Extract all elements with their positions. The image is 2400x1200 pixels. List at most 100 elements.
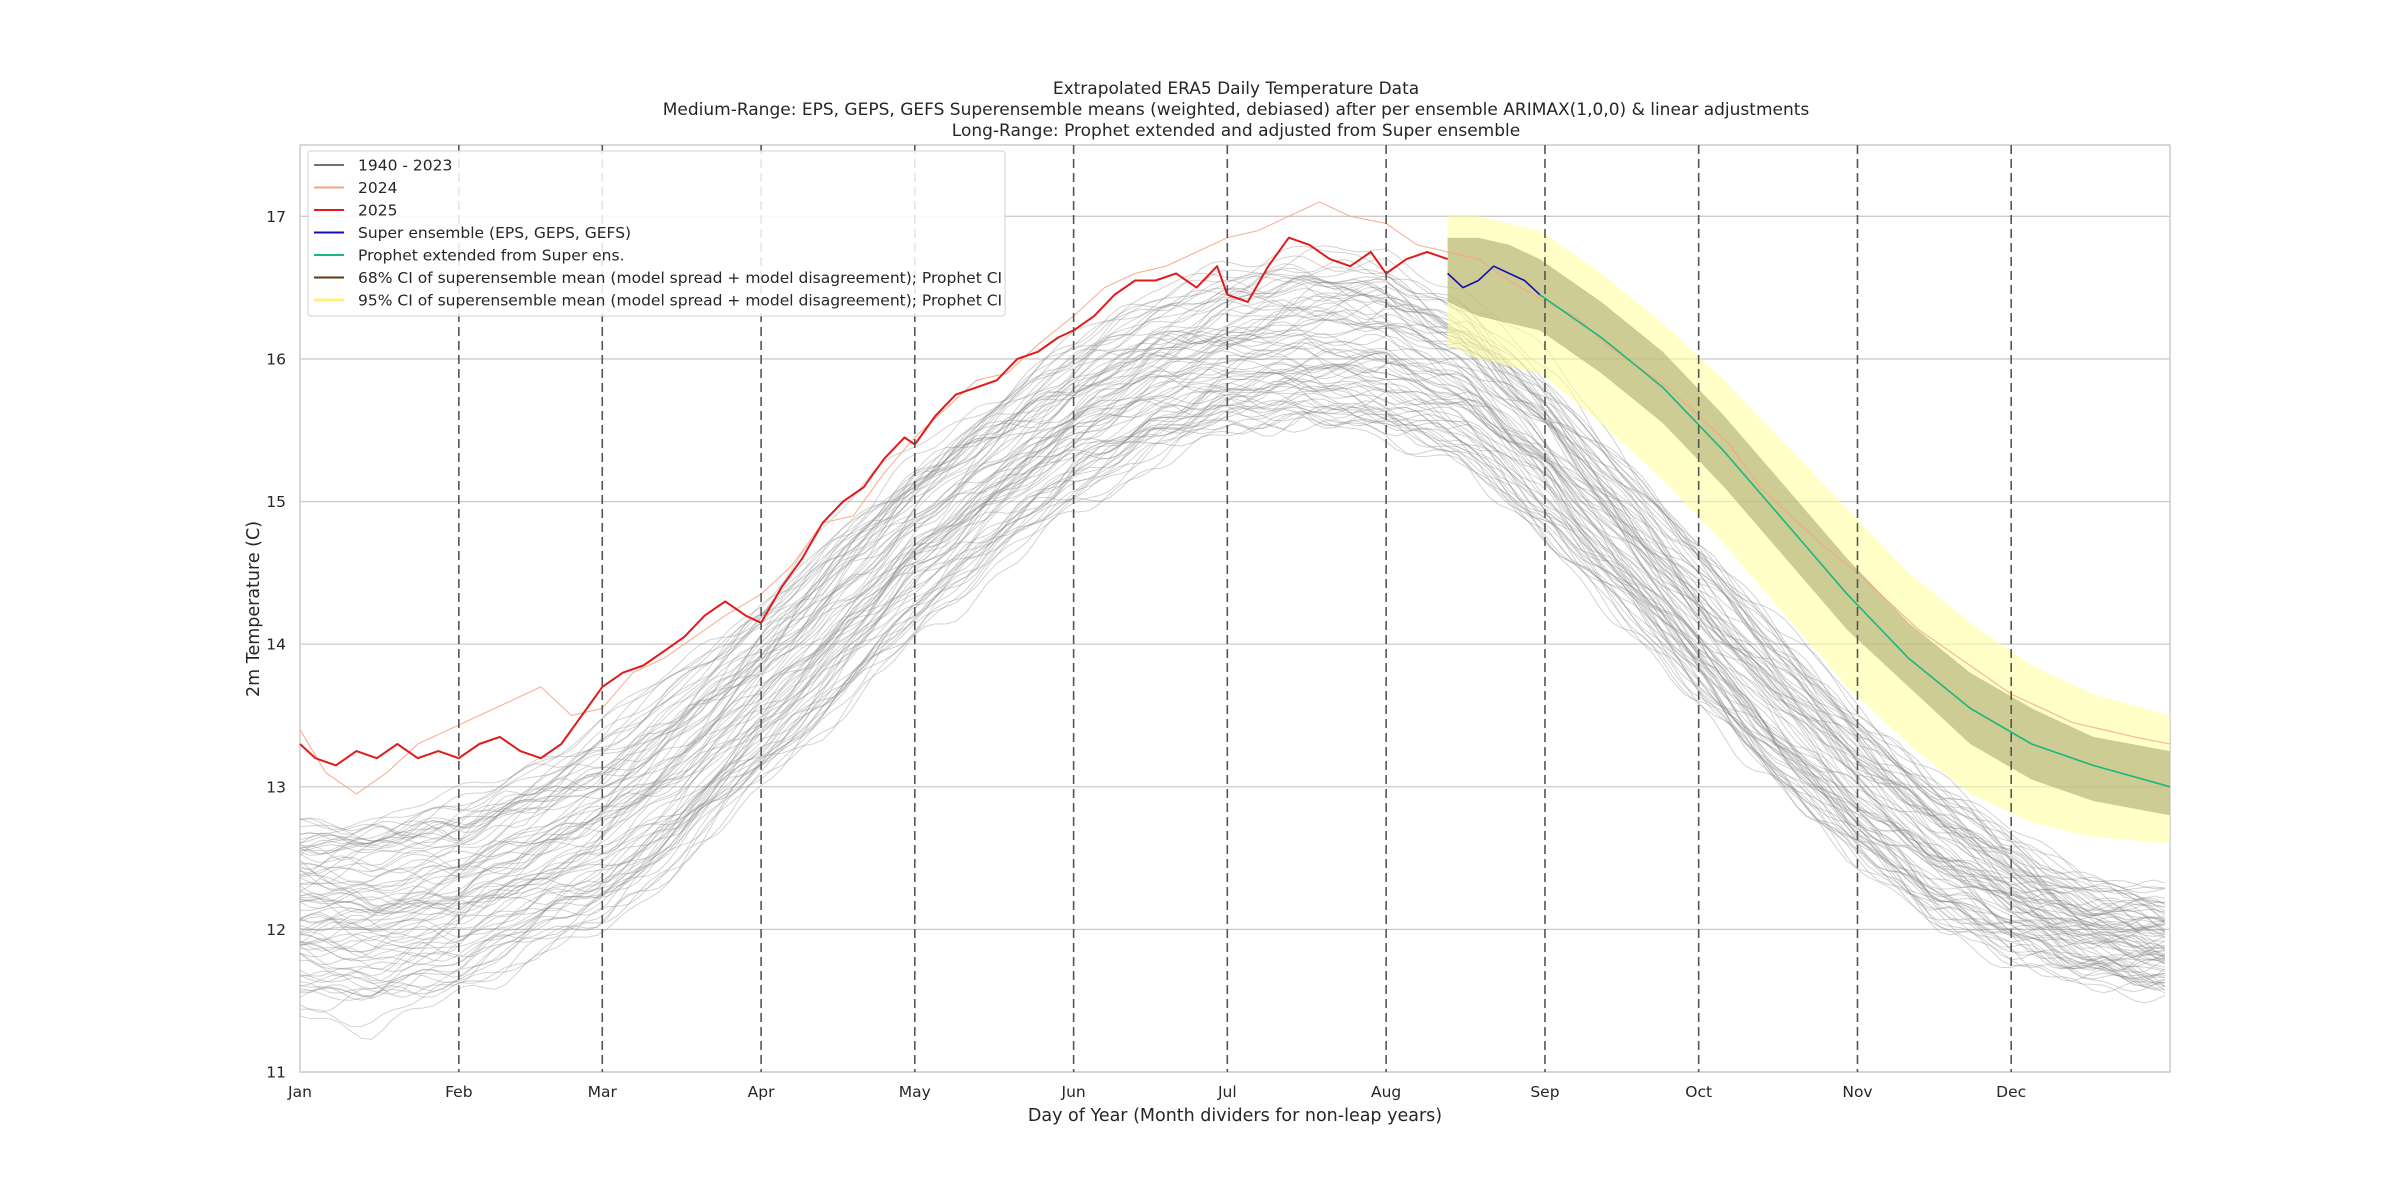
historical-year-line bbox=[299, 288, 2166, 924]
series-line-y2025 bbox=[299, 236, 1448, 767]
historical-year-line bbox=[299, 299, 2166, 928]
historical-year-line bbox=[299, 286, 2165, 934]
historical-year-line bbox=[300, 273, 2165, 892]
y-tick-label: 17 bbox=[266, 208, 286, 226]
historical-year-line bbox=[299, 377, 2165, 961]
legend-label-ci68: 68% CI of superensemble mean (model spre… bbox=[358, 269, 1002, 287]
historical-year-line bbox=[299, 319, 2166, 938]
historical-year-line bbox=[299, 281, 2166, 913]
legend-label-ci95: 95% CI of superensemble mean (model spre… bbox=[358, 292, 1002, 310]
historical-year-line bbox=[299, 364, 2166, 970]
historical-year-line bbox=[299, 403, 2166, 990]
historical-year-line bbox=[299, 364, 2165, 949]
y-tick-label: 14 bbox=[266, 636, 286, 654]
historical-year-line bbox=[299, 385, 2166, 958]
historical-year-line bbox=[299, 391, 2166, 999]
chart-title: Extrapolated ERA5 Daily Temperature Data… bbox=[663, 79, 1810, 141]
historical-year-line bbox=[299, 269, 2166, 913]
y-tick-label: 12 bbox=[266, 921, 286, 939]
historical-year-line bbox=[299, 378, 2165, 953]
historical-year-line bbox=[299, 400, 2166, 998]
y-tick-label: 16 bbox=[266, 350, 286, 368]
historical-year-line bbox=[299, 321, 2166, 950]
historical-year-line bbox=[299, 350, 2166, 938]
historical-year-line bbox=[299, 267, 2166, 912]
historical-year-line bbox=[299, 397, 2165, 1001]
y-tick-labels: 11 12 13 14 15 16 17 bbox=[266, 208, 286, 1082]
x-tick-label-jul: Jul bbox=[1217, 1083, 1237, 1101]
historical-year-line bbox=[299, 389, 2166, 960]
horizontal-gridlines bbox=[300, 215, 2170, 1073]
historical-year-line bbox=[299, 405, 2166, 1040]
historical-year-line bbox=[299, 363, 2166, 973]
historical-year-line bbox=[300, 321, 2165, 942]
chart-title-line-2: Medium-Range: EPS, GEPS, GEFS Superensem… bbox=[663, 100, 1810, 120]
historical-year-line bbox=[299, 349, 2166, 926]
historical-year-line bbox=[299, 368, 2166, 974]
historical-year-line bbox=[299, 314, 2165, 908]
historical-year-line bbox=[299, 258, 2166, 889]
historical-year-line bbox=[299, 359, 2165, 960]
historical-year-line bbox=[299, 385, 2165, 991]
legend-label-prophet: Prophet extended from Super ens. bbox=[358, 247, 625, 265]
historical-year-line bbox=[299, 318, 2165, 928]
historical-year-line bbox=[299, 245, 2165, 890]
historical-year-line bbox=[299, 392, 2165, 982]
historical-year-line bbox=[299, 358, 2165, 972]
historical-year-line bbox=[299, 255, 2165, 911]
x-tick-label-mar: Mar bbox=[588, 1083, 618, 1101]
historical-year-line bbox=[299, 309, 2165, 935]
x-tick-label-jun: Jun bbox=[1061, 1083, 1086, 1101]
historical-year-line bbox=[299, 380, 2165, 957]
historical-year-line bbox=[299, 358, 2166, 964]
historical-year-line bbox=[299, 310, 2166, 930]
historical-year-line bbox=[299, 343, 2166, 948]
x-tick-label-jan: Jan bbox=[287, 1083, 312, 1101]
historical-year-line bbox=[299, 275, 2166, 901]
x-tick-label-oct: Oct bbox=[1685, 1083, 1712, 1101]
historical-year-line bbox=[299, 302, 2165, 947]
x-tick-label-may: May bbox=[899, 1083, 931, 1101]
x-tick-label-feb: Feb bbox=[445, 1083, 472, 1101]
historical-year-line bbox=[299, 326, 2166, 929]
historical-year-line bbox=[299, 277, 2165, 903]
historical-year-line bbox=[299, 293, 2166, 932]
x-tick-label-nov: Nov bbox=[1842, 1083, 1872, 1101]
historical-year-line bbox=[299, 299, 2166, 929]
historical-year-line bbox=[299, 410, 2166, 1004]
chart-title-line-3: Long-Range: Prophet extended and adjuste… bbox=[952, 121, 1520, 141]
x-axis-label: Day of Year (Month dividers for non-leap… bbox=[1028, 1106, 1442, 1126]
historical-year-line bbox=[299, 415, 2165, 995]
x-tick-label-sep: Sep bbox=[1530, 1083, 1559, 1101]
historical-year-line bbox=[299, 296, 2166, 938]
historical-year-line bbox=[299, 350, 2166, 971]
y-tick-label: 13 bbox=[266, 778, 286, 796]
series-line-prophet bbox=[1539, 294, 2171, 788]
x-tick-labels: Jan Feb Mar Apr May Jun Jul Aug Sep Oct Nov Dec bbox=[287, 1083, 2026, 1101]
historical-year-line bbox=[299, 381, 2166, 981]
historical-year-line bbox=[299, 277, 2165, 920]
x-tick-label-dec: Dec bbox=[1996, 1083, 2026, 1101]
historical-year-line bbox=[299, 266, 2166, 916]
series-line-super bbox=[1447, 265, 1541, 296]
historical-year-line bbox=[299, 301, 2165, 933]
historical-series-1940-2023 bbox=[299, 245, 2166, 1040]
historical-year-line bbox=[299, 285, 2166, 933]
y-tick-label: 15 bbox=[266, 493, 286, 511]
historical-year-line bbox=[299, 352, 2166, 968]
historical-year-line bbox=[299, 299, 2166, 940]
historical-year-line bbox=[299, 332, 2166, 950]
historical-year-line bbox=[299, 393, 2166, 990]
historical-year-line bbox=[299, 333, 2166, 936]
historical-year-line bbox=[299, 341, 2166, 957]
historical-year-line bbox=[299, 281, 2166, 912]
historical-year-line bbox=[299, 274, 2166, 932]
confidence-bands bbox=[1447, 216, 2170, 844]
legend: 1940 - 2023 2024 2025 Super ensemble (EPS, … bbox=[307, 150, 1006, 317]
x-tick-label-apr: Apr bbox=[748, 1083, 775, 1101]
chart-title-line-1: Extrapolated ERA5 Daily Temperature Data bbox=[1053, 79, 1419, 99]
x-tick-label-aug: Aug bbox=[1371, 1083, 1401, 1101]
historical-year-line bbox=[299, 398, 2165, 1001]
legend-label-y2025: 2025 bbox=[358, 202, 397, 220]
